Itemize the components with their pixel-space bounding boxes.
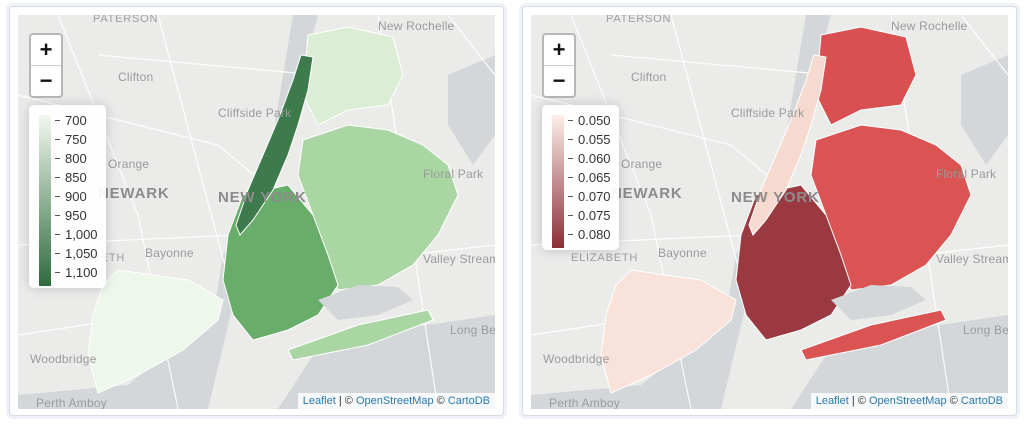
place-label-cliffside-park: Cliffside Park <box>218 106 292 120</box>
borough-bronx <box>302 26 404 126</box>
attribution-copyright: © <box>946 395 961 407</box>
place-label-new-york: NEW YORK <box>218 189 307 206</box>
place-label-paterson: PATERSON <box>93 15 159 25</box>
place-label-perth-amboy: Perth Amboy <box>36 396 107 409</box>
place-label-perth-amboy: Perth Amboy <box>549 396 620 409</box>
place-label-orange: Orange <box>108 157 150 171</box>
cartodb-link[interactable]: CartoDB <box>960 395 1003 407</box>
legend-tick-label: 750 <box>55 130 98 149</box>
borough-bronx <box>815 26 917 126</box>
borough-manhattan <box>748 54 827 236</box>
legend: 700 750 800 850 900 950 1,000 1,050 1,100 <box>29 105 106 288</box>
place-label-newark: NEWARK <box>98 185 170 202</box>
place-label-new-york: NEW YORK <box>731 189 820 206</box>
place-label-elizabeth: ELIZABETH <box>571 252 639 264</box>
legend-tick-label: 0.065 <box>568 168 611 187</box>
legend-tick-label: 0.050 <box>568 111 611 130</box>
osm-link[interactable]: OpenStreetMap <box>355 395 434 407</box>
place-label-new-rochelle: New Rochelle <box>378 19 455 33</box>
borough-staten-island <box>87 269 224 394</box>
place-label-clifton: Clifton <box>631 70 667 84</box>
place-label-bayonne: Bayonne <box>658 246 707 260</box>
legend-ticks: 700 750 800 850 900 950 1,000 1,050 1,100 <box>55 111 98 282</box>
place-label-clifton: Clifton <box>118 70 154 84</box>
legend-tick-label: 1,050 <box>55 244 98 263</box>
legend-tick-label: 0.075 <box>568 206 611 225</box>
place-label-long-beach: Long Be <box>450 323 495 337</box>
map-panel-right: PATERSON New Rochelle Clifton Cliffside … <box>522 6 1017 416</box>
legend-tick-label: 0.080 <box>568 225 611 244</box>
place-label-bayonne: Bayonne <box>145 246 194 260</box>
place-label-valley-stream: Valley Stream <box>423 252 495 266</box>
place-label-floral-park: Floral Park <box>936 167 997 181</box>
zoom-in-button[interactable]: + <box>31 35 61 66</box>
place-label-floral-park: Floral Park <box>423 167 484 181</box>
legend-tick-label: 1,100 <box>55 263 98 282</box>
attribution-separator: | © <box>848 395 869 407</box>
attribution: Leaflet | © OpenStreetMap © CartoDB <box>297 393 495 409</box>
legend-tick-label: 700 <box>55 111 98 130</box>
borough-manhattan <box>235 54 314 236</box>
legend: 0.050 0.055 0.060 0.065 0.070 0.075 0.080 <box>542 105 619 250</box>
place-label-valley-stream: Valley Stream <box>936 252 1008 266</box>
borough-queens-rockaway <box>800 309 947 361</box>
leaflet-link[interactable]: Leaflet <box>815 395 849 407</box>
map-left[interactable]: PATERSON New Rochelle Clifton Cliffside … <box>18 15 495 409</box>
legend-tick-label: 1,000 <box>55 225 98 244</box>
legend-tick-label: 0.055 <box>568 130 611 149</box>
map-panel-left: PATERSON New Rochelle Clifton Cliffside … <box>9 6 504 416</box>
place-label-paterson: PATERSON <box>606 15 672 25</box>
borough-staten-island <box>600 269 737 394</box>
legend-tick-label: 800 <box>55 149 98 168</box>
legend-tick-label: 0.060 <box>568 149 611 168</box>
legend-tick-label: 950 <box>55 206 98 225</box>
attribution: Leaflet | © OpenStreetMap © CartoDB <box>810 393 1008 409</box>
place-label-new-rochelle: New Rochelle <box>891 19 968 33</box>
legend-tick-label: 900 <box>55 187 98 206</box>
cartodb-link[interactable]: CartoDB <box>447 395 490 407</box>
legend-tick-label: 850 <box>55 168 98 187</box>
place-label-woodbridge: Woodbridge <box>543 352 610 366</box>
legend-ticks: 0.050 0.055 0.060 0.065 0.070 0.075 0.080 <box>568 111 611 244</box>
zoom-out-button[interactable]: − <box>552 68 566 93</box>
place-label-woodbridge: Woodbridge <box>30 352 97 366</box>
place-label-orange: Orange <box>621 157 663 171</box>
place-label-long-beach: Long Be <box>963 323 1008 337</box>
osm-link[interactable]: OpenStreetMap <box>868 395 947 407</box>
basemap <box>18 15 495 409</box>
attribution-separator: | © <box>335 395 356 407</box>
attribution-copyright: © <box>433 395 448 407</box>
legend-tick-label: 0.070 <box>568 187 611 206</box>
map-right[interactable]: PATERSON New Rochelle Clifton Cliffside … <box>531 15 1008 409</box>
leaflet-link[interactable]: Leaflet <box>302 395 336 407</box>
place-label-newark: NEWARK <box>611 185 683 202</box>
legend-color-bar <box>39 115 51 286</box>
borough-brooklyn <box>222 184 339 341</box>
borough-brooklyn <box>735 184 852 341</box>
zoom-in-button[interactable]: + <box>544 35 574 66</box>
place-label-cliffside-park: Cliffside Park <box>731 106 805 120</box>
legend-color-bar <box>552 115 564 248</box>
borough-queens-rockaway <box>287 309 434 361</box>
zoom-control: + − <box>29 33 63 98</box>
zoom-out-button[interactable]: − <box>39 68 53 93</box>
zoom-control: + − <box>542 33 576 98</box>
